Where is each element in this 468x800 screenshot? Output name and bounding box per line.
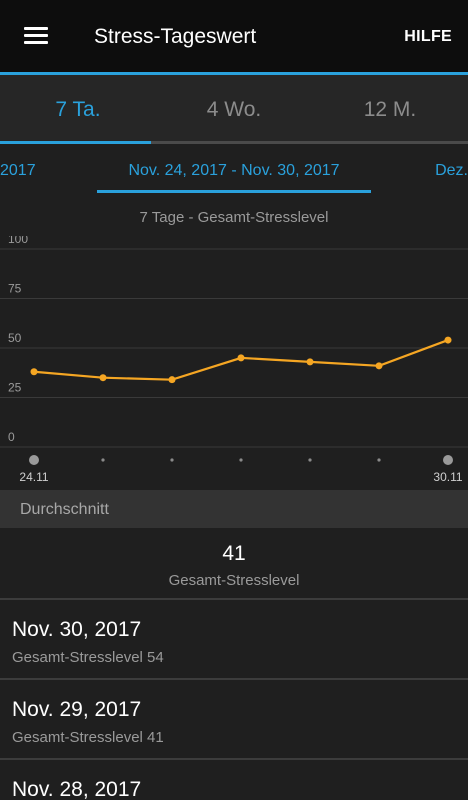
x-tick-marker (377, 458, 381, 462)
data-point (99, 374, 107, 382)
tab-track (151, 141, 468, 144)
tab-4-weeks[interactable]: 4 Wo. (206, 98, 262, 121)
average-summary: 41 Gesamt-Stresslevel (0, 528, 468, 598)
x-tick-marker (239, 458, 243, 462)
x-tick-marker (170, 458, 174, 462)
x-tick-label: 30.11 (433, 470, 462, 484)
list-item-detail: Gesamt-Stresslevel 41 (12, 729, 164, 746)
date-range-nav: 2017 Nov. 24, 2017 - Nov. 30, 2017 Dez. (0, 144, 468, 196)
average-label: Gesamt-Stresslevel (168, 572, 300, 589)
x-tick-marker (443, 455, 453, 465)
y-tick-label: 50 (8, 331, 22, 345)
list-item[interactable]: Nov. 30, 2017 Gesamt-Stresslevel 54 (0, 598, 468, 678)
data-point (237, 354, 245, 362)
current-range[interactable]: Nov. 24, 2017 - Nov. 30, 2017 (128, 162, 340, 179)
x-tick-label: 24.11 (19, 470, 48, 484)
help-button[interactable]: HILFE (404, 28, 452, 45)
chart-title: 7 Tage - Gesamt-Stresslevel (139, 209, 329, 226)
y-tick-label: 100 (8, 236, 28, 246)
current-range-underline (97, 190, 371, 193)
page-title: Stress-Tageswert (94, 25, 257, 48)
tab-indicator (0, 141, 151, 144)
app-bar: Stress-Tageswert HILFE (0, 0, 468, 72)
y-tick-label: 0 (8, 430, 15, 444)
list-item-date: Nov. 28, 2017 (12, 778, 142, 800)
tab-12-months[interactable]: 12 M. (363, 98, 417, 121)
y-tick-label: 75 (8, 282, 22, 296)
list-item-detail: Gesamt-Stresslevel 54 (12, 649, 164, 666)
list-item-date: Nov. 29, 2017 (12, 698, 142, 721)
x-tick-marker (308, 458, 312, 462)
next-range-link[interactable]: Dez. (435, 162, 468, 179)
data-point (30, 368, 38, 376)
y-tick-label: 25 (8, 381, 22, 395)
data-point (168, 376, 176, 384)
section-header-label: Durchschnitt (20, 501, 109, 518)
list-item-date: Nov. 30, 2017 (12, 618, 142, 641)
average-section-header: Durchschnitt (0, 490, 468, 528)
data-point (306, 358, 314, 366)
day-list: Nov. 30, 2017 Gesamt-Stresslevel 54 Nov.… (0, 598, 468, 800)
hamburger-menu-icon[interactable] (24, 27, 48, 45)
tab-7-days[interactable]: 7 Ta. (55, 98, 101, 121)
period-tabs: 7 Ta. 4 Wo. 12 M. (0, 75, 468, 144)
x-tick-marker (101, 458, 105, 462)
x-tick-marker (29, 455, 39, 465)
data-point (444, 336, 452, 344)
list-item[interactable]: Nov. 28, 2017 (0, 758, 468, 800)
list-item[interactable]: Nov. 29, 2017 Gesamt-Stresslevel 41 (0, 678, 468, 758)
previous-range-link[interactable]: 2017 (0, 162, 36, 179)
average-value: 41 (222, 542, 246, 565)
data-point (375, 362, 383, 370)
header-accent-line (0, 72, 468, 75)
stress-line-chart: 0 25 50 75 100 24.11 30.11 (0, 236, 468, 484)
